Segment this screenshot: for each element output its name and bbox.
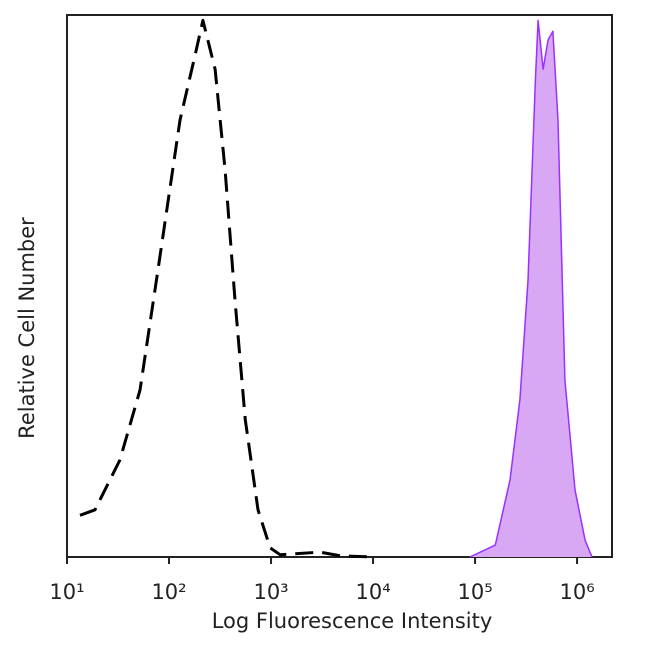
x-axis-label: Log Fluorescence Intensity [212,609,493,633]
x-tick-label: 10⁵ [457,580,492,604]
x-tick-label: 10⁴ [355,580,390,604]
x-tick-label: 10³ [253,580,288,604]
histogram-line [79,18,374,559]
histogram-line [469,19,593,558]
y-axis-label: Relative Cell Number [15,217,39,439]
histogram-area [469,20,592,557]
x-tick-label: 10⁶ [559,580,594,604]
x-tick-label: 10¹ [49,580,84,604]
x-tick-label: 10² [151,580,186,604]
